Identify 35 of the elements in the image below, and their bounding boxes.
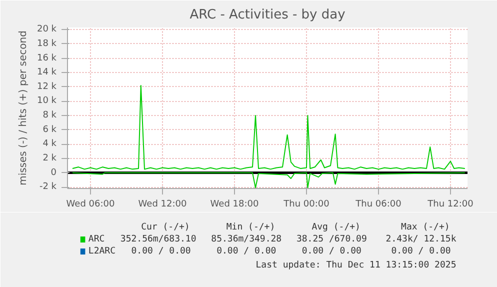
y-tick-label: 18 k <box>36 38 58 49</box>
y-tick-label: 4 k <box>42 139 58 150</box>
x-tick-label: Thu 12:00 <box>426 200 474 210</box>
text: Cur (-/+) <box>141 222 190 232</box>
text: 0.00 / 0.00 <box>302 246 362 256</box>
text: 0.00 / 0.00 <box>216 246 276 256</box>
text: 0.00 / 0.00 <box>131 246 191 256</box>
text: Min (-/+) <box>226 222 276 232</box>
text: 352.56m/683.10 <box>120 234 196 244</box>
text: Max (-/+) <box>401 222 450 232</box>
y-tick-label: 14 k <box>36 68 58 78</box>
text: Last update: Thu Dec 11 13:15:00 2025 <box>256 260 456 270</box>
y-tick-label: 2 k <box>42 153 58 164</box>
x-tick-label: Wed 06:00 <box>66 200 115 210</box>
text: 0.00 / 0.00 <box>391 246 451 256</box>
y-tick-label: 0 <box>50 168 57 178</box>
y-tick-label: 10 k <box>36 96 58 106</box>
y-tick-label: 6 k <box>42 124 58 135</box>
legend-label: ARC <box>88 234 105 244</box>
x-tick-label: Thu 00:00 <box>282 200 330 210</box>
x-tick-label: Thu 06:00 <box>354 200 402 210</box>
y-tick-label: 8 k <box>42 110 58 121</box>
y-tick-label: 20 k <box>36 24 58 35</box>
y-tick-label: 16 k <box>36 53 58 64</box>
text: 85.36m/349.28 <box>211 234 282 244</box>
x-tick-label: Wed 12:00 <box>138 200 187 210</box>
x-tick-label: Wed 18:00 <box>210 200 259 210</box>
legend-label: L2ARC <box>88 246 116 256</box>
y-tick-label: 12 k <box>36 82 58 92</box>
chart-title: ARC - Activities - by day <box>190 8 346 22</box>
text: 2.43k/ 12.15k <box>386 234 457 244</box>
text: 38.25 /670.09 <box>296 234 367 244</box>
y-axis-title: misses (-) / hits (+) per second <box>18 30 29 186</box>
text: Avg (-/+) <box>312 222 360 232</box>
y-tick-label: -2 k <box>39 182 58 192</box>
